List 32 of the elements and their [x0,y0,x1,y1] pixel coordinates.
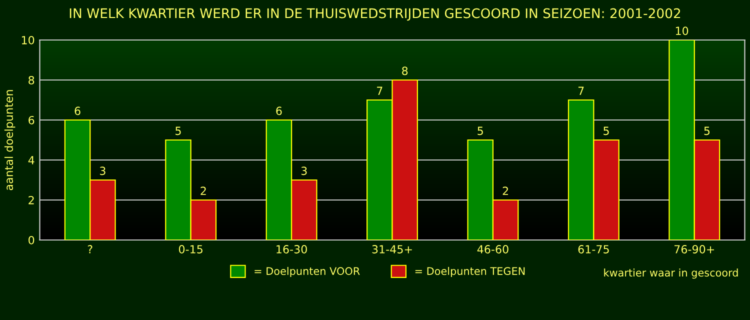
data-label: 2 [200,186,206,195]
x-tick-label: 61-75 [578,245,609,254]
data-label: 10 [676,26,688,36]
y-tick-label: 2 [28,196,34,204]
chart-title: IN WELK KWARTIER WERD ER IN DE THUISWEDSTRIJDEN GESCOORD IN SEIZOEN: 2001-2002 [70,8,680,21]
data-label: 5 [176,126,181,136]
data-label: 8 [402,66,408,76]
y-tick-label: 0 [28,236,34,244]
x-axis-title: kwartier waar in gescoord [604,268,738,279]
data-label: 2 [502,186,508,195]
data-label: 6 [74,106,80,116]
x-tick-label: 0-15 [178,245,202,254]
legend-label: = Doelpunten VOOR [254,266,360,278]
data-label: 7 [377,86,382,95]
y-axis-title: aantal doelpunten [4,90,16,190]
legend-label: = Doelpunten TEGEN [415,266,525,278]
x-tick-label: 16-30 [276,245,307,254]
data-label: 5 [604,126,609,136]
x-tick-label: 46-60 [477,245,508,254]
data-label: 5 [704,126,710,136]
data-label: 5 [478,126,483,136]
data-label: 7 [578,86,584,95]
x-tick-label: 31-45+ [372,245,412,254]
y-tick-label: 10 [22,36,34,44]
data-label: 3 [100,166,106,176]
data-label: 3 [301,166,307,176]
y-tick-label: 8 [28,76,34,84]
x-tick-label: ? [88,245,92,254]
y-tick-label: 4 [28,156,34,164]
y-tick-label: 6 [28,116,34,124]
x-tick-label: 76-90+ [674,245,714,254]
data-label: 6 [276,106,282,116]
